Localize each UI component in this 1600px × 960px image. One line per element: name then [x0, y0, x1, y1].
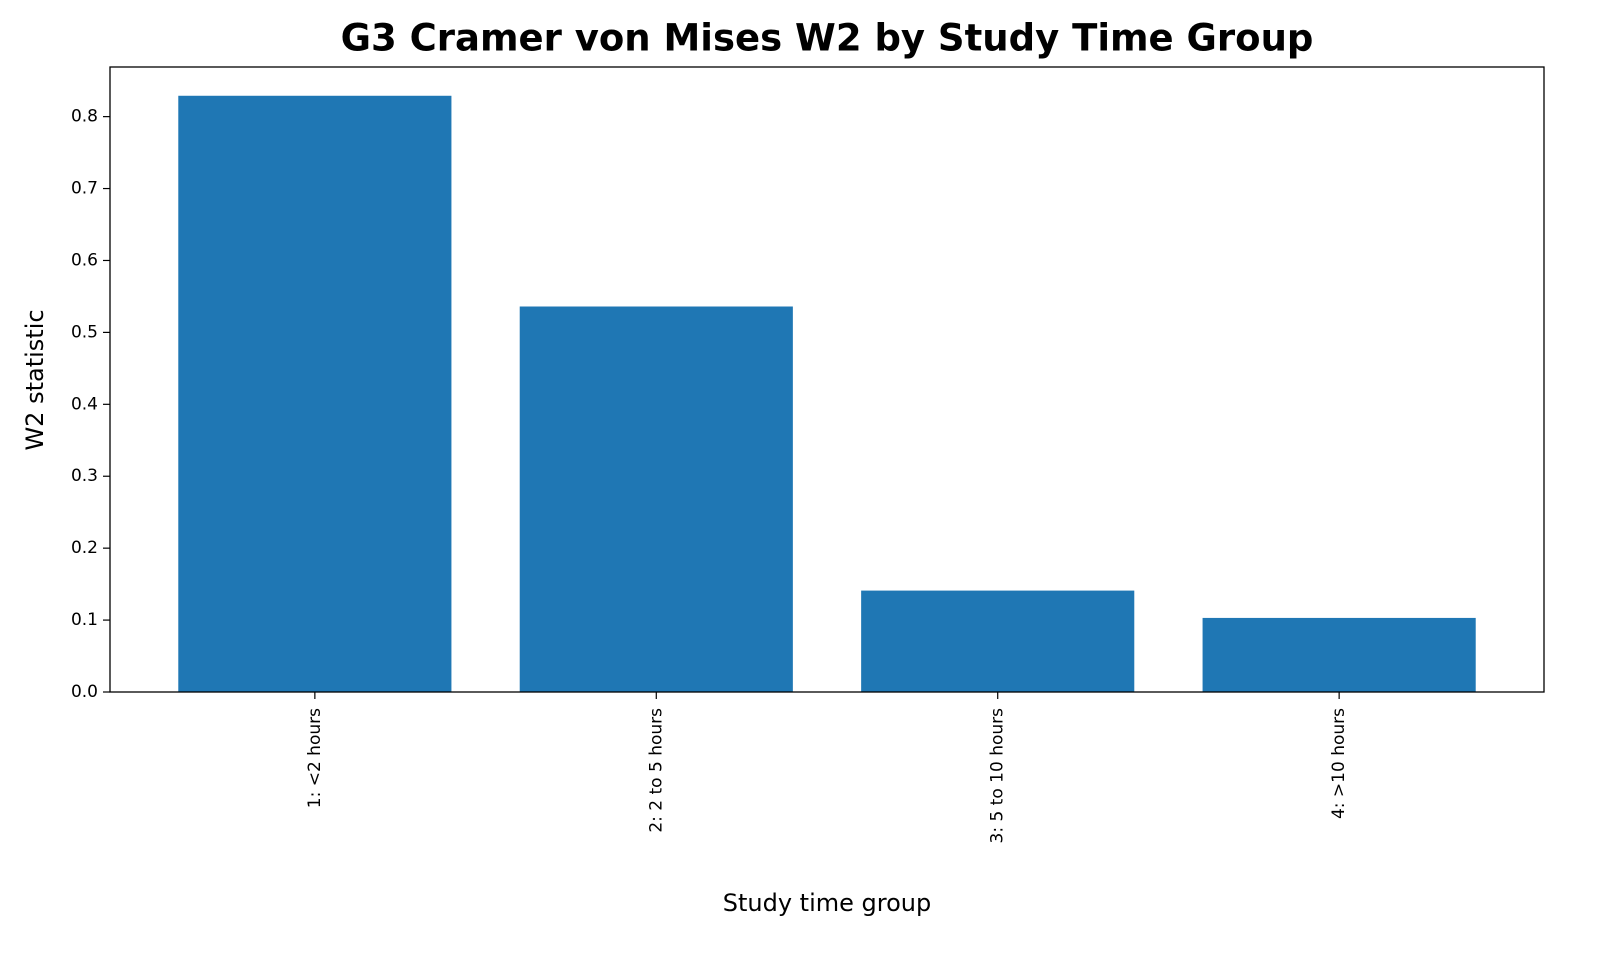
bar	[178, 95, 452, 693]
y-tick-label: 0.3	[71, 466, 98, 486]
y-tick-label: 0.8	[71, 107, 98, 127]
y-tick-label: 0.7	[71, 179, 98, 199]
y-tick-label: 0.6	[71, 250, 98, 270]
bar	[861, 590, 1135, 692]
y-tick-label: 0.0	[71, 682, 98, 702]
y-tick-label: 0.1	[71, 610, 98, 630]
x-tick-label: 4: >10 hours	[1329, 708, 1349, 819]
x-tick-label: 2: 2 to 5 hours	[646, 708, 666, 833]
bar	[519, 306, 793, 692]
plot-frame	[109, 66, 1545, 693]
y-tick-label: 0.4	[71, 394, 98, 414]
y-axis-label: W2 statistic	[21, 309, 49, 450]
y-tick-label: 0.5	[71, 322, 98, 342]
x-axis-label: Study time group	[723, 889, 931, 917]
x-tick-label: 3: 5 to 10 hours	[988, 708, 1008, 844]
x-tick-label: 1: <2 hours	[305, 708, 325, 808]
bar	[1202, 617, 1476, 692]
y-tick-label: 0.2	[71, 538, 98, 558]
chart-title: G3 Cramer von Mises W2 by Study Time Gro…	[341, 17, 1314, 60]
